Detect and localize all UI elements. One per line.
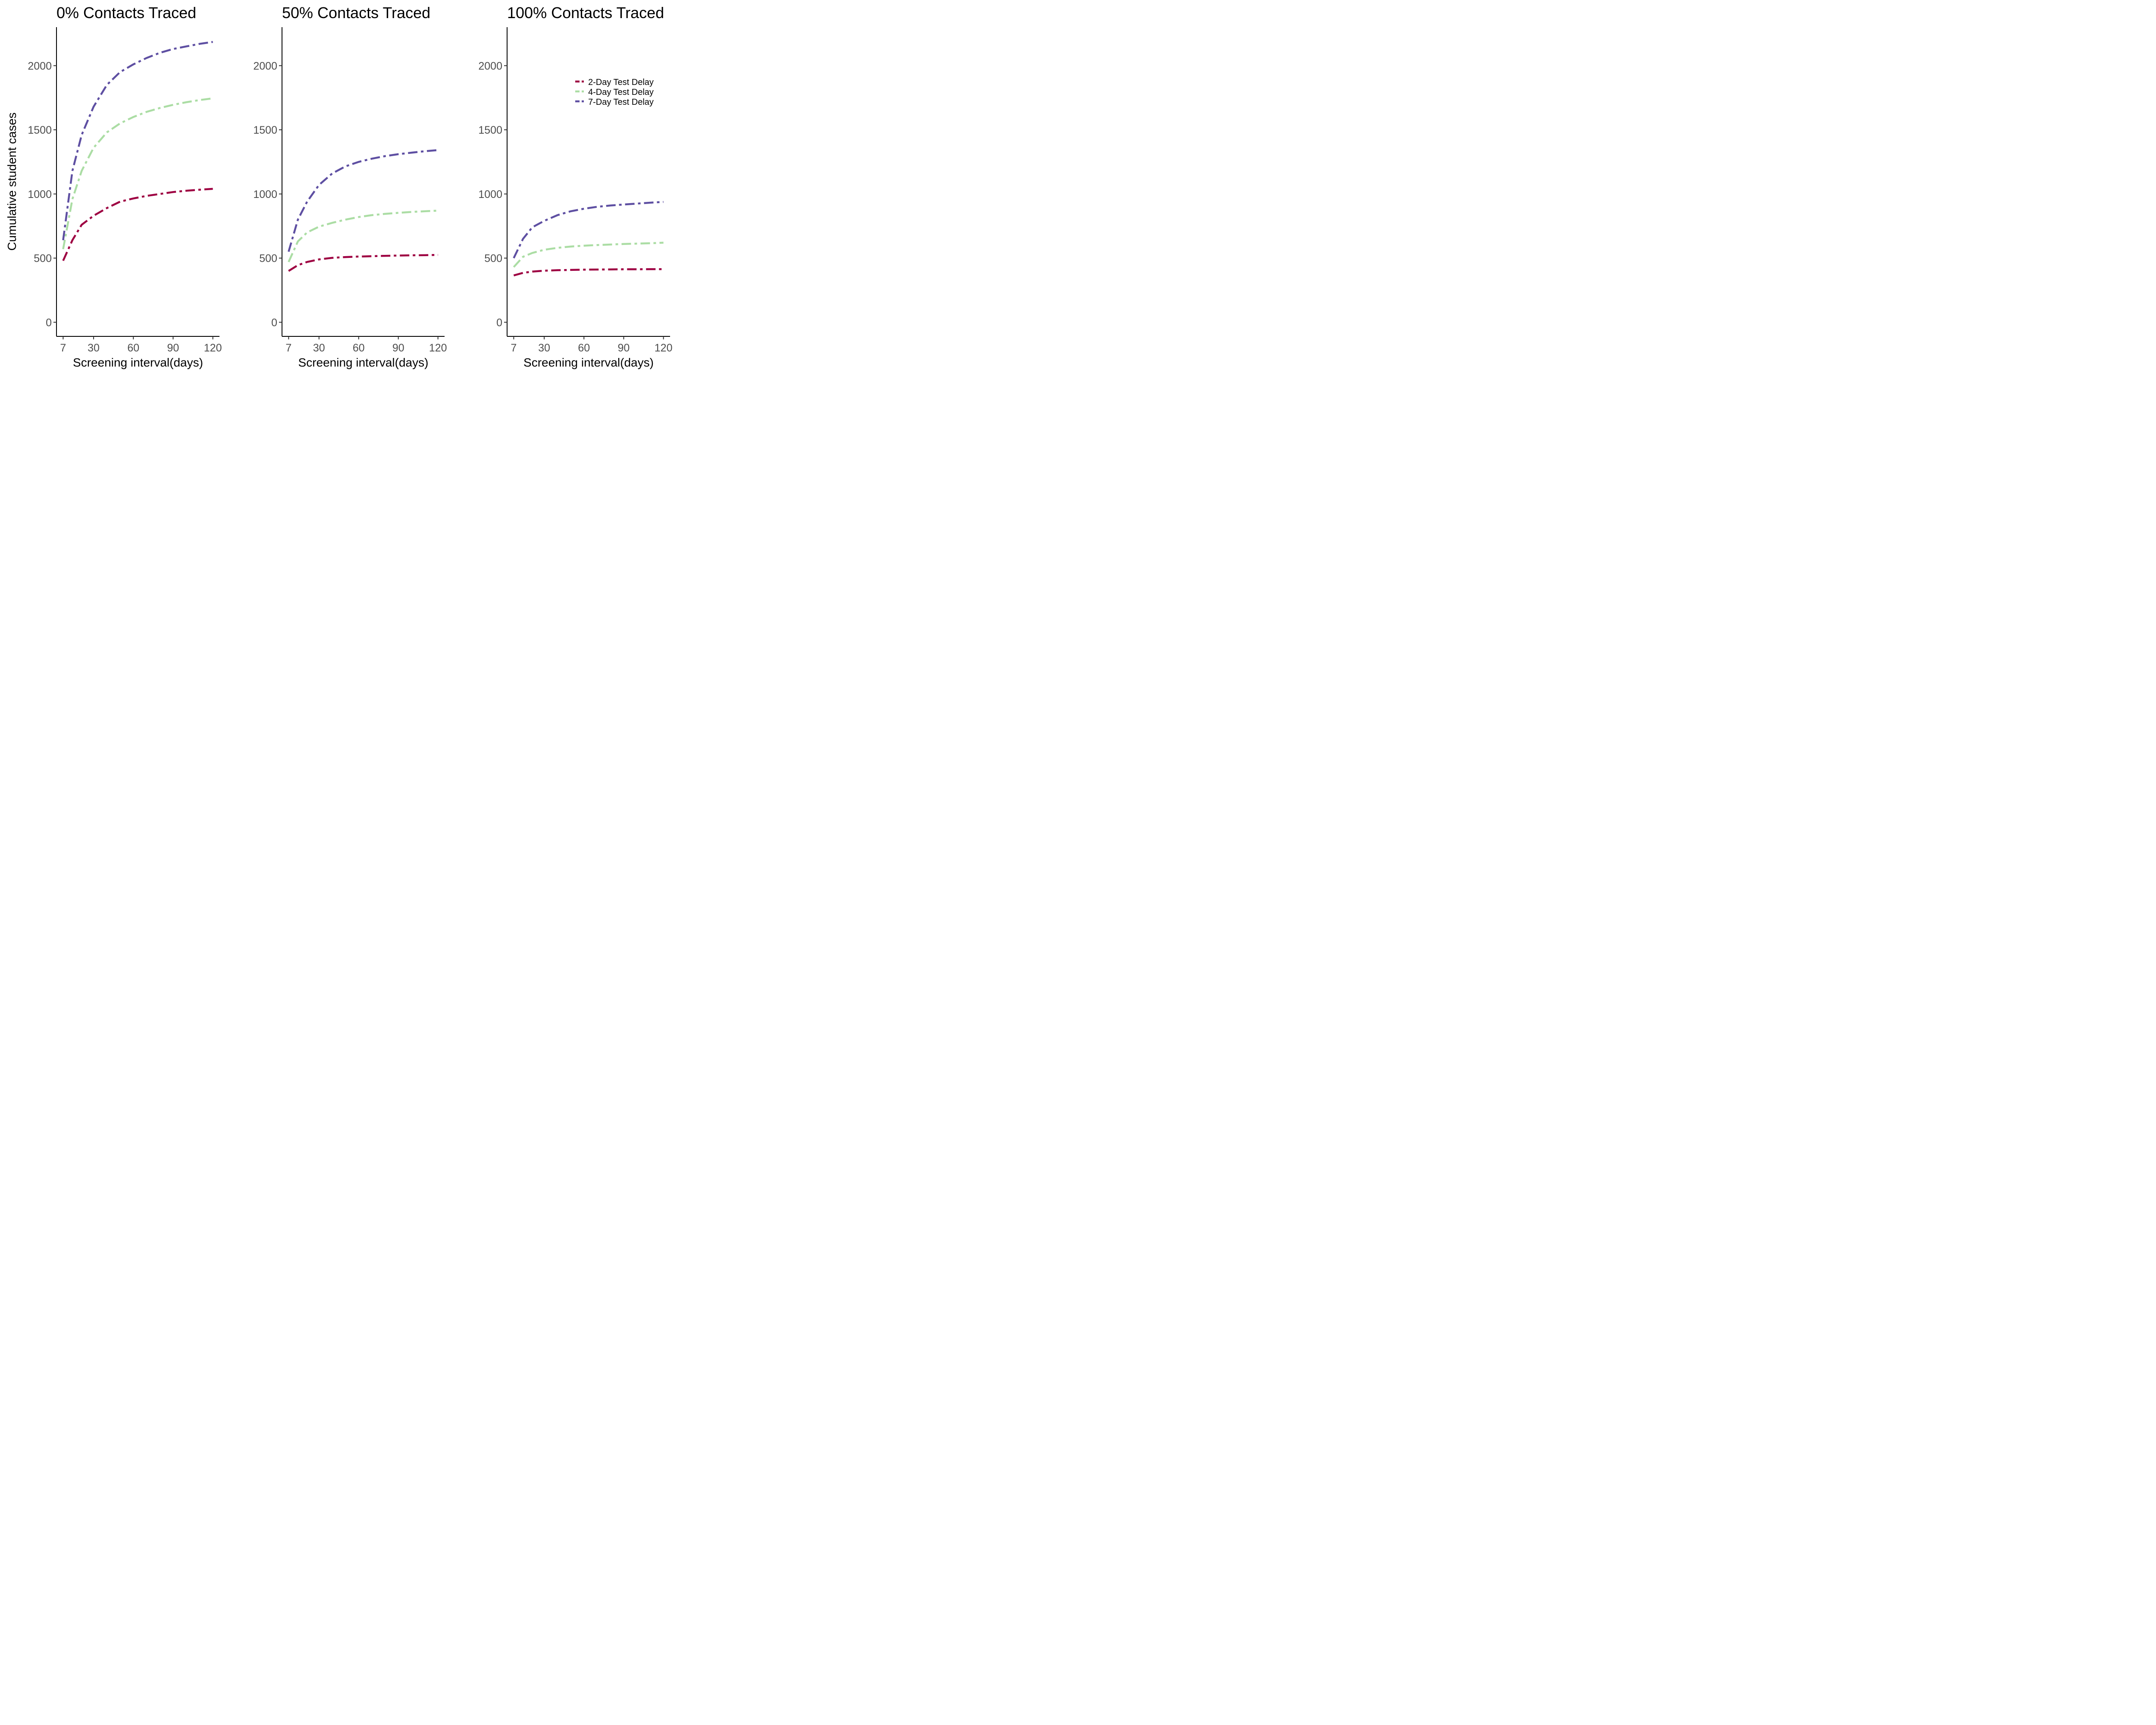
- y-tick-label: 0: [271, 317, 277, 329]
- y-tick-label: 0: [46, 317, 52, 329]
- legend-label: 7-Day Test Delay: [588, 97, 654, 107]
- series-line-2-day-test-delay: [62, 188, 213, 261]
- series-line-7-day-test-delay: [288, 149, 438, 252]
- x-tick-label: 120: [204, 342, 222, 354]
- y-tick-label: 1000: [478, 188, 502, 201]
- x-axis-label: Screening interval(days): [523, 356, 654, 369]
- panels: 0% Contacts Traced 0 500 1000 1500 2000 7 30 60 9…: [28, 4, 672, 369]
- x-tick-label: 30: [88, 342, 100, 354]
- figure-background: [0, 0, 676, 376]
- series-line-4-day-test-delay: [62, 97, 213, 250]
- y-tick-label: 1000: [253, 188, 277, 201]
- y-tick-label: 1500: [253, 124, 277, 136]
- x-axis-label: Screening interval(days): [73, 356, 203, 369]
- series-line-2-day-test-delay: [288, 254, 438, 272]
- panel-title: 0% Contacts Traced: [56, 4, 196, 22]
- chart-panel-2: 50% Contacts Traced 0 500 1000 1500 2000 7 30 60…: [253, 4, 447, 369]
- y-tick-label: 2000: [253, 60, 277, 72]
- y-tick-label: 1500: [28, 124, 52, 136]
- series-line-4-day-test-delay: [513, 242, 664, 268]
- panel-title: 100% Contacts Traced: [507, 4, 664, 22]
- panel-title: 50% Contacts Traced: [282, 4, 430, 22]
- x-tick-label: 120: [655, 342, 673, 354]
- chart-panel-1: 0% Contacts Traced 0 500 1000 1500 2000 7 30 60 9…: [28, 4, 222, 369]
- y-tick-label: 500: [34, 253, 52, 265]
- x-tick-label: 120: [429, 342, 447, 354]
- x-tick-label: 7: [511, 342, 517, 354]
- x-tick-label: 90: [392, 342, 404, 354]
- legend-label: 4-Day Test Delay: [588, 88, 654, 97]
- x-axis-label: Screening interval(days): [298, 356, 429, 369]
- figure: Cumulative student cases 0% Contacts Tra…: [0, 0, 676, 376]
- chart-panel-3: 100% Contacts Traced 0 500 1000 1500 2000 7 30 6…: [478, 4, 672, 369]
- x-tick-label: 7: [60, 342, 66, 354]
- x-tick-label: 60: [127, 342, 139, 354]
- y-tick-label: 2000: [478, 60, 502, 72]
- y-tick-label: 0: [496, 317, 502, 329]
- y-tick-label: 2000: [28, 60, 52, 72]
- series-line-2-day-test-delay: [513, 268, 664, 276]
- y-tick-label: 500: [259, 253, 277, 265]
- x-tick-label: 90: [167, 342, 179, 354]
- y-axis-label: Cumulative student cases: [5, 113, 19, 251]
- y-tick-label: 1500: [478, 124, 502, 136]
- x-tick-label: 30: [313, 342, 325, 354]
- legend-label: 2-Day Test Delay: [588, 78, 654, 87]
- x-tick-label: 7: [285, 342, 291, 354]
- x-tick-label: 30: [538, 342, 550, 354]
- y-tick-label: 500: [484, 253, 502, 265]
- series-line-7-day-test-delay: [62, 41, 213, 241]
- y-tick-label: 1000: [28, 188, 52, 201]
- series-line-4-day-test-delay: [288, 210, 438, 263]
- x-tick-label: 90: [618, 342, 630, 354]
- x-tick-label: 60: [353, 342, 365, 354]
- x-tick-label: 60: [578, 342, 590, 354]
